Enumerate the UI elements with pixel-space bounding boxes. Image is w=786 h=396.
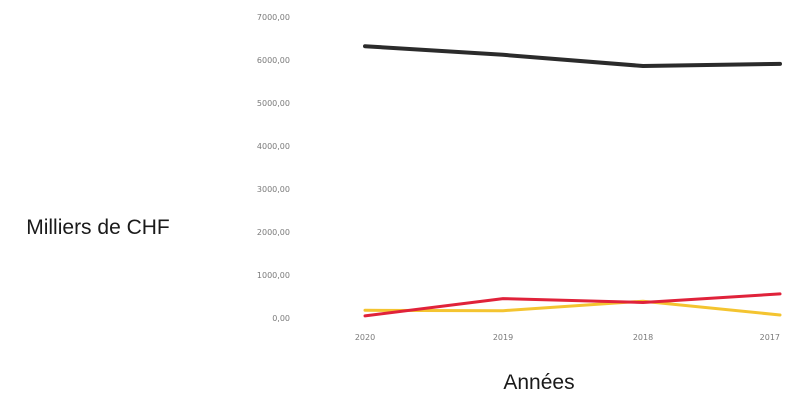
y-tick-label: 7000,00 (257, 13, 290, 22)
y-tick-label: 6000,00 (257, 56, 290, 65)
y-axis-ticks: 0,00 1000,00 2000,00 3000,00 4000,00 5000,00 6… (257, 13, 290, 323)
series-line-1 (363, 44, 782, 68)
y-tick-label: 5000,00 (257, 99, 290, 108)
series-line-2 (363, 299, 782, 317)
x-axis-title: Années (503, 371, 574, 394)
y-tick-label: 2000,00 (257, 228, 290, 237)
x-tick-label: 2018 (633, 333, 653, 342)
y-tick-label: 0,00 (272, 314, 290, 323)
x-tick-label: 2019 (493, 333, 513, 342)
series-line-3 (363, 292, 782, 318)
y-tick-label: 3000,00 (257, 185, 290, 194)
x-tick-label: 2020 (355, 333, 375, 342)
series-lines (363, 44, 782, 318)
y-axis-title: Milliers de CHF (26, 216, 170, 239)
y-tick-label: 4000,00 (257, 142, 290, 151)
y-tick-label: 1000,00 (257, 271, 290, 280)
x-axis-ticks: 2020 2019 2018 2017 (355, 333, 780, 342)
x-tick-label: 2017 (760, 333, 780, 342)
